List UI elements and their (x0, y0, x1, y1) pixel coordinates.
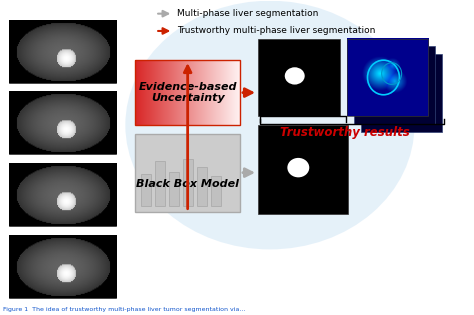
FancyBboxPatch shape (135, 134, 240, 212)
FancyBboxPatch shape (211, 176, 221, 206)
Text: Trustworthy multi-phase liver segmentation: Trustworthy multi-phase liver segmentati… (177, 26, 375, 36)
FancyBboxPatch shape (9, 92, 116, 154)
Ellipse shape (287, 158, 310, 177)
Text: Figure 1  The idea of trustworthy multi-phase liver tumor segmentation via...: Figure 1 The idea of trustworthy multi-p… (3, 307, 245, 312)
FancyBboxPatch shape (361, 54, 442, 132)
Text: Black Box Model: Black Box Model (136, 179, 239, 189)
FancyBboxPatch shape (141, 174, 151, 206)
FancyBboxPatch shape (155, 161, 165, 206)
FancyBboxPatch shape (197, 167, 207, 206)
Ellipse shape (125, 1, 414, 249)
FancyBboxPatch shape (258, 38, 340, 117)
FancyBboxPatch shape (9, 163, 116, 226)
Text: Naïve result: Naïve result (269, 102, 337, 112)
FancyBboxPatch shape (354, 46, 436, 124)
Text: Multi-phase liver segmentation: Multi-phase liver segmentation (177, 9, 319, 18)
FancyBboxPatch shape (9, 20, 116, 83)
Text: Trustworthy results: Trustworthy results (280, 126, 410, 139)
FancyBboxPatch shape (183, 158, 193, 206)
FancyBboxPatch shape (9, 235, 116, 298)
FancyBboxPatch shape (258, 125, 347, 214)
Ellipse shape (285, 67, 305, 84)
FancyBboxPatch shape (169, 172, 179, 206)
Text: Evidence-based
Uncertainty: Evidence-based Uncertainty (138, 82, 237, 103)
